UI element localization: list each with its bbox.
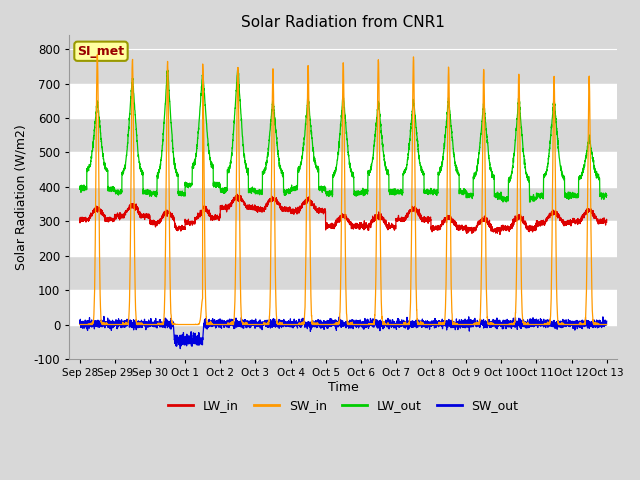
Bar — [69, 221, 617, 256]
LW_in — [253, 206, 260, 212]
X-axis label: Time: Time — [328, 381, 358, 394]
Title: Solar Radiation from CNR1: Solar Radiation from CNR1 — [241, 15, 445, 30]
SW_out — [100, 313, 108, 319]
LW_in — [441, 216, 449, 221]
SW_out — [177, 346, 184, 351]
SW_in — [253, 322, 260, 327]
LW_in — [603, 219, 611, 225]
Y-axis label: Solar Radiation (W/m2): Solar Radiation (W/m2) — [15, 124, 28, 270]
SW_out — [483, 323, 491, 329]
LW_in — [76, 218, 84, 224]
LW_in — [496, 232, 504, 238]
LW_out — [253, 191, 260, 196]
Bar — [69, 84, 617, 118]
SW_out — [76, 320, 84, 326]
LW_out — [234, 65, 242, 71]
SW_out — [140, 319, 147, 324]
LW_out — [483, 137, 491, 143]
SW_in — [93, 52, 101, 58]
LW_in — [330, 226, 338, 231]
LW_in — [483, 217, 491, 223]
LW_out — [132, 120, 140, 125]
Line: SW_out: SW_out — [80, 316, 607, 348]
LW_out — [525, 199, 533, 205]
SW_in — [140, 322, 147, 327]
SW_out — [330, 323, 338, 328]
SW_in — [483, 313, 491, 319]
Legend: LW_in, SW_in, LW_out, SW_out: LW_in, SW_in, LW_out, SW_out — [163, 395, 524, 418]
SW_in — [603, 322, 611, 327]
Line: LW_in: LW_in — [80, 194, 607, 235]
LW_in — [233, 192, 241, 197]
Bar — [69, 152, 617, 187]
LW_out — [76, 184, 84, 190]
SW_out — [442, 321, 449, 327]
SW_in — [330, 322, 338, 327]
SW_in — [132, 308, 140, 314]
SW_in — [76, 322, 84, 327]
Text: SI_met: SI_met — [77, 45, 125, 58]
SW_out — [132, 317, 140, 323]
SW_out — [603, 318, 611, 324]
LW_out — [603, 192, 611, 198]
Line: LW_out: LW_out — [80, 68, 607, 202]
LW_out — [330, 172, 338, 178]
Line: SW_in: SW_in — [80, 55, 607, 324]
LW_out — [441, 132, 449, 138]
Bar — [69, 290, 617, 324]
LW_in — [140, 212, 147, 217]
SW_in — [441, 313, 449, 319]
LW_in — [132, 204, 140, 209]
SW_out — [253, 324, 260, 330]
LW_out — [140, 186, 147, 192]
